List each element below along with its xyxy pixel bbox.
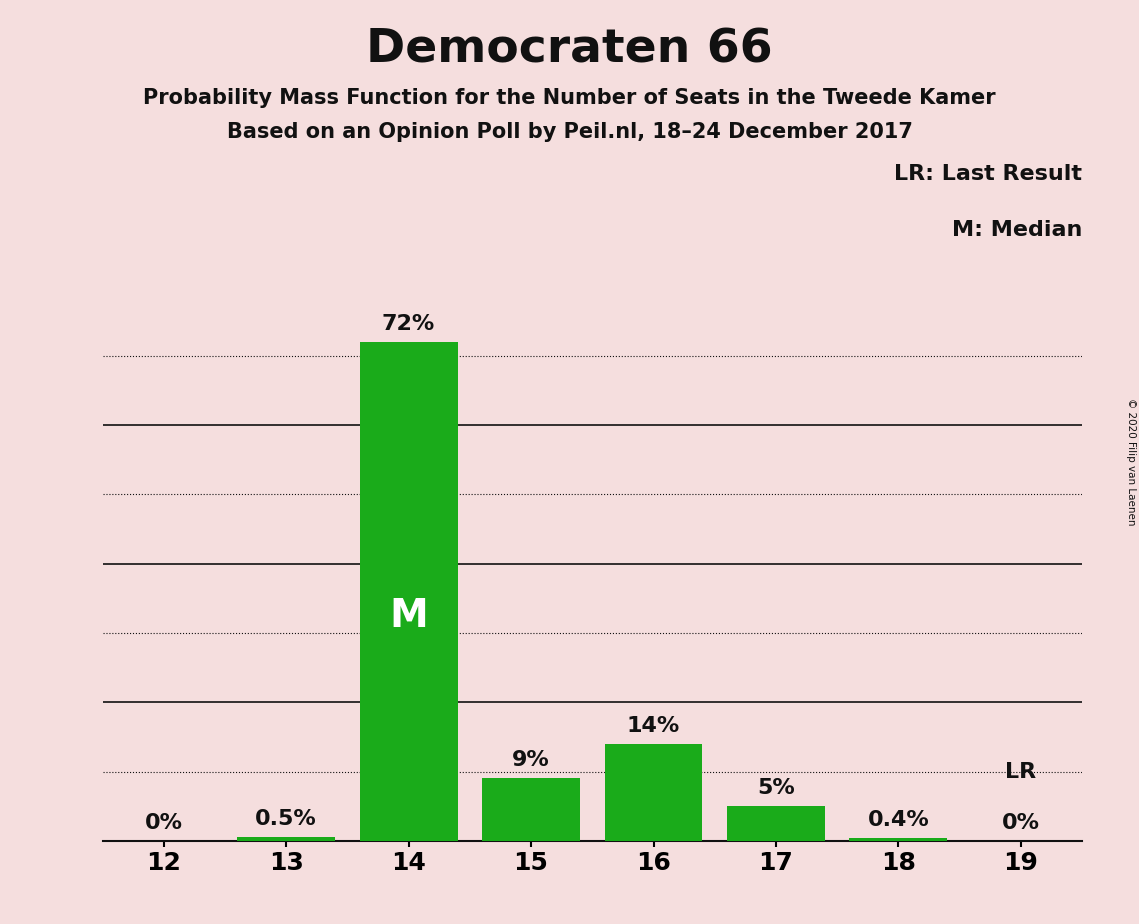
Text: 0%: 0% [145, 812, 182, 833]
Bar [850, 838, 948, 841]
Text: 0.5%: 0.5% [255, 809, 317, 829]
Bar [605, 744, 703, 841]
Text: 5%: 5% [757, 778, 795, 797]
Text: 72%: 72% [382, 313, 435, 334]
Bar [482, 778, 580, 841]
Text: Based on an Opinion Poll by Peil.nl, 18–24 December 2017: Based on an Opinion Poll by Peil.nl, 18–… [227, 122, 912, 142]
Text: M: M [390, 597, 428, 636]
Text: 14%: 14% [626, 715, 680, 736]
Text: 0.4%: 0.4% [868, 809, 929, 830]
Text: 0%: 0% [1002, 812, 1040, 833]
Bar [727, 806, 825, 841]
Text: 9%: 9% [513, 750, 550, 771]
Text: M: Median: M: Median [952, 220, 1082, 240]
Bar [237, 837, 335, 841]
Bar [360, 342, 458, 841]
Text: © 2020 Filip van Laenen: © 2020 Filip van Laenen [1126, 398, 1136, 526]
Text: Probability Mass Function for the Number of Seats in the Tweede Kamer: Probability Mass Function for the Number… [144, 88, 995, 108]
Text: LR: Last Result: LR: Last Result [894, 164, 1082, 185]
Text: LR: LR [1006, 761, 1036, 782]
Text: Democraten 66: Democraten 66 [366, 28, 773, 73]
